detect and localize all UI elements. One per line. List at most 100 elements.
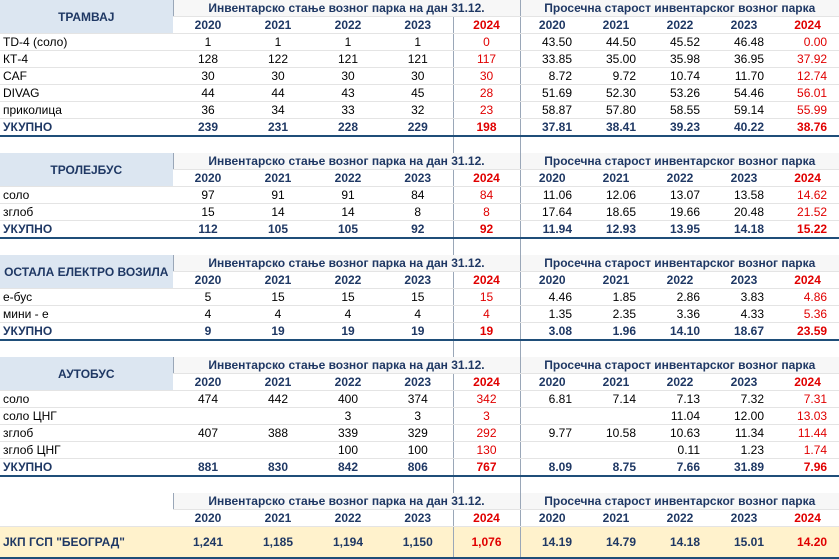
- total-label: УКУПНО: [0, 118, 173, 137]
- value: 7.13: [648, 390, 713, 408]
- row-label: соло ЦНГ: [0, 407, 173, 425]
- value: 18.65: [584, 203, 649, 221]
- data-row: CAF 30 30 30 30 30 8.72 9.72 10.74 11.70 12.74: [0, 67, 839, 85]
- data-row: соло ЦНГ 3 3 3 11.04 12.00 13.03: [0, 407, 839, 425]
- blank-cell: [452, 136, 521, 153]
- year-row: 2020 2021 2022 2023 2024 2020 2021 2022 2023 2024: [0, 271, 839, 289]
- total-value: 19: [243, 322, 313, 341]
- year: 2022: [313, 373, 383, 391]
- value: 23: [452, 101, 521, 119]
- total-value: 7.96: [776, 458, 839, 477]
- year: 2022: [313, 509, 383, 527]
- year: 2023: [383, 509, 453, 527]
- value: 51.69: [519, 84, 585, 102]
- section-title: АУТОБУС: [0, 357, 173, 391]
- value: 45.52: [648, 33, 713, 51]
- total-value: 229: [383, 118, 453, 137]
- header-row: ТРОЛЕЈБУС Инвентарско стање возног парка …: [0, 153, 839, 187]
- total-value: 8.75: [584, 458, 649, 477]
- year: 2023: [712, 509, 777, 527]
- total-value: 19: [383, 322, 453, 341]
- value: [519, 407, 585, 425]
- value: 4: [452, 305, 521, 323]
- value: 3.83: [712, 288, 777, 306]
- year: 2022: [313, 169, 383, 187]
- year: 2023: [712, 169, 777, 187]
- value: 36.95: [712, 50, 777, 68]
- value: 2.86: [648, 288, 713, 306]
- total-value: 8.09: [519, 458, 585, 477]
- year: 2020: [519, 271, 585, 289]
- value: 15: [452, 288, 521, 306]
- value: 56.01: [776, 84, 839, 102]
- value: 12.00: [712, 407, 777, 425]
- year: 2024: [776, 169, 839, 187]
- year: 2023: [383, 16, 453, 34]
- row-label: мини - е: [0, 305, 173, 323]
- year: 2022: [648, 169, 713, 187]
- value: 59.14: [712, 101, 777, 119]
- data-row: приколица 36 34 33 32 23 58.87 57.80 58.55 59.14 5…: [0, 101, 839, 119]
- value: [243, 441, 313, 459]
- blank-cell: [712, 340, 776, 357]
- final-value: 14.18: [648, 526, 713, 559]
- value: 400: [313, 390, 383, 408]
- year: 2023: [383, 373, 453, 391]
- value: 1: [313, 33, 383, 51]
- value: 4: [383, 305, 453, 323]
- blank-cell: [313, 136, 383, 153]
- final-value: 14.20: [776, 526, 839, 559]
- value: 8: [383, 203, 453, 221]
- value: [243, 407, 313, 425]
- age-header: Просечна старост инвентарског возног пар…: [519, 493, 839, 510]
- value: 8: [452, 203, 521, 221]
- total-value: 18.67: [712, 322, 777, 341]
- age-header: Просечна старост инвентарског возног пар…: [519, 0, 839, 17]
- value: 3.36: [648, 305, 713, 323]
- value: 15: [383, 288, 453, 306]
- total-value: 40.22: [712, 118, 777, 137]
- value: 342: [452, 390, 521, 408]
- value: 1.35: [519, 305, 585, 323]
- blank-cell: [584, 238, 648, 255]
- age-header: Просечна старост инвентарског возног пар…: [519, 153, 839, 170]
- blank-row: [0, 136, 839, 153]
- final-value: 14.19: [519, 526, 585, 559]
- year: 2021: [584, 169, 649, 187]
- value: 14: [313, 203, 383, 221]
- value: 121: [383, 50, 453, 68]
- value: 44: [243, 84, 313, 102]
- blank-cell: [519, 238, 585, 255]
- value: 15: [243, 288, 313, 306]
- data-row: зглоб ЦНГ 100 100 130 0.11 1.23 1.74: [0, 441, 839, 459]
- total-value: 239: [173, 118, 243, 137]
- blank-cell: [173, 136, 243, 153]
- blank-cell: [584, 340, 648, 357]
- inventory-header: Инвентарско стање возног парка на дан 31…: [172, 0, 521, 17]
- blank-cell: [776, 238, 839, 255]
- total-label: УКУПНО: [0, 458, 173, 477]
- blank-cell: [173, 340, 243, 357]
- total-value: 92: [383, 220, 453, 239]
- value: 442: [243, 390, 313, 408]
- value: 84: [452, 186, 521, 204]
- final-value: 14.79: [584, 526, 649, 559]
- value: 7.31: [776, 390, 839, 408]
- value: 6.81: [519, 390, 585, 408]
- blank-cell: [648, 476, 712, 493]
- value: 45: [383, 84, 453, 102]
- value: 128: [173, 50, 243, 68]
- year-row: 2020 2021 2022 2023 2024 2020 2021 2022 2023 2024: [0, 169, 839, 187]
- final-row: ЈКП ГСП "БЕОГРАД" 1,241 1,185 1,194 1,150 1,0…: [0, 526, 839, 559]
- total-value: 14.10: [648, 322, 713, 341]
- value: 2.35: [584, 305, 649, 323]
- blank-cell: [313, 340, 383, 357]
- value: 100: [313, 441, 383, 459]
- value: 14.62: [776, 186, 839, 204]
- value: 1: [383, 33, 453, 51]
- year: 2024: [452, 509, 521, 527]
- value: 1.85: [584, 288, 649, 306]
- row-label: приколица: [0, 101, 173, 119]
- value: 13.03: [776, 407, 839, 425]
